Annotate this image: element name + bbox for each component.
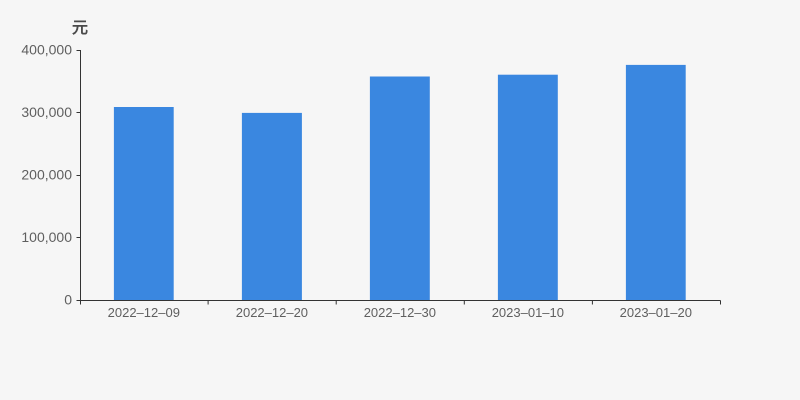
svg-text:2022–12–09: 2022–12–09: [108, 305, 180, 320]
svg-text:400,000: 400,000: [21, 42, 72, 58]
svg-text:2023–01–10: 2023–01–10: [492, 305, 564, 320]
svg-text:200,000: 200,000: [21, 167, 72, 183]
svg-text:2022–12–20: 2022–12–20: [236, 305, 308, 320]
svg-text:元: 元: [72, 20, 88, 37]
svg-text:0: 0: [64, 292, 72, 308]
svg-text:100,000: 100,000: [21, 229, 72, 245]
svg-text:2022–12–30: 2022–12–30: [364, 305, 436, 320]
svg-text:2023–01–20: 2023–01–20: [620, 305, 692, 320]
svg-text:300,000: 300,000: [21, 104, 72, 120]
